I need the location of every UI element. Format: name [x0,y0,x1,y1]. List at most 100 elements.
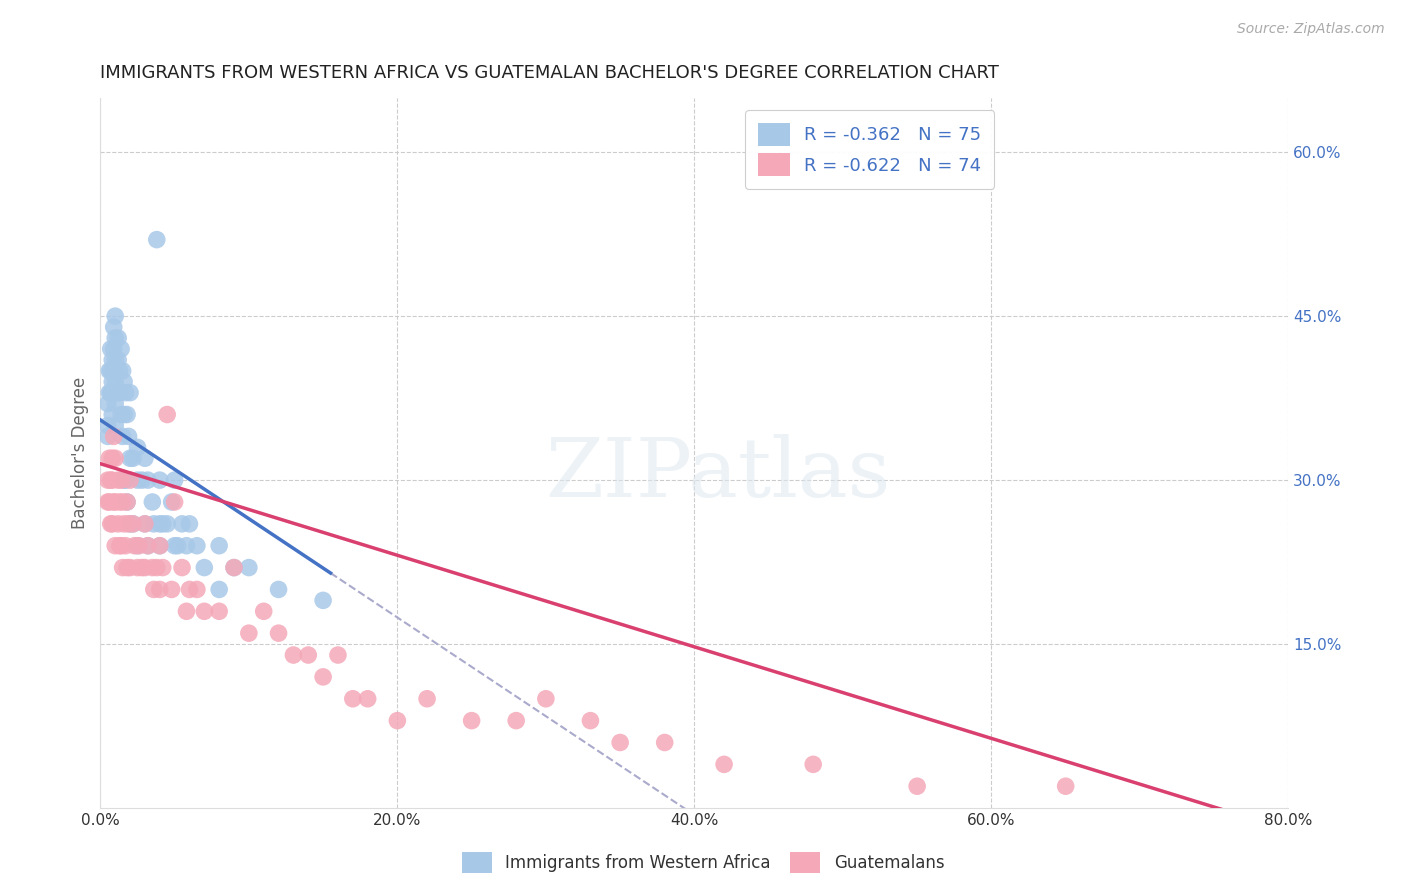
Point [104,331,127,345]
Point [110,342,132,356]
Point [1054,779,1077,793]
Point [136,539,159,553]
Point [149,539,172,553]
Point [149,516,172,531]
Point [103,385,125,400]
Point [267,626,290,640]
Point [118,451,141,466]
Point [163,539,186,553]
Point [112,516,135,531]
Point [186,582,208,597]
Point [654,735,676,749]
Point [905,779,928,793]
Point [156,408,179,422]
Point [179,582,201,597]
Point [208,582,231,597]
Point [253,604,276,618]
Point [110,539,132,553]
Point [141,560,163,574]
Point [238,626,260,640]
Point [134,451,156,466]
Point [176,539,198,553]
Point [104,352,127,367]
Point [124,539,146,553]
Point [97,429,120,443]
Point [108,495,131,509]
Point [312,593,335,607]
Point [112,375,135,389]
Point [107,516,129,531]
Point [134,516,156,531]
Point [103,495,125,509]
Point [146,560,169,574]
Point [103,429,125,443]
Point [122,516,145,531]
Legend: Immigrants from Western Africa, Guatemalans: Immigrants from Western Africa, Guatemal… [456,846,950,880]
Point [179,516,201,531]
Point [127,560,149,574]
Point [103,320,125,334]
Point [312,670,335,684]
Point [267,582,290,597]
Point [114,473,136,487]
Point [713,757,735,772]
Point [111,560,134,574]
Point [115,560,138,574]
Point [141,495,163,509]
Point [114,385,136,400]
Point [118,560,141,574]
Legend: R = -0.362   N = 75, R = -0.622   N = 74: R = -0.362 N = 75, R = -0.622 N = 74 [745,110,994,189]
Point [160,582,183,597]
Point [460,714,482,728]
Point [801,757,824,772]
Point [128,539,150,553]
Point [117,429,139,443]
Point [108,539,131,553]
Point [149,473,172,487]
Point [222,560,245,574]
Point [107,385,129,400]
Point [142,582,165,597]
Point [104,396,127,410]
Point [101,385,124,400]
Point [110,408,132,422]
Point [131,473,153,487]
Point [111,364,134,378]
Point [100,385,122,400]
Point [170,560,193,574]
Point [104,539,127,553]
Point [100,473,122,487]
Point [97,396,120,410]
Point [112,408,135,422]
Point [127,473,149,487]
Point [108,385,131,400]
Text: Source: ZipAtlas.com: Source: ZipAtlas.com [1237,22,1385,37]
Point [98,495,121,509]
Point [156,516,179,531]
Point [108,364,131,378]
Point [170,516,193,531]
Point [101,451,124,466]
Point [127,440,149,454]
Point [97,495,120,509]
Point [356,691,378,706]
Point [176,604,198,618]
Point [149,582,172,597]
Point [118,473,141,487]
Point [131,560,153,574]
Point [104,451,127,466]
Point [112,473,135,487]
Point [98,364,121,378]
Point [100,364,122,378]
Point [100,516,122,531]
Point [107,473,129,487]
Point [387,714,409,728]
Point [114,539,136,553]
Point [238,560,260,574]
Text: ZIPatlas: ZIPatlas [546,434,891,514]
Point [534,691,557,706]
Point [101,516,124,531]
Point [326,648,349,662]
Point [117,516,139,531]
Point [100,342,122,356]
